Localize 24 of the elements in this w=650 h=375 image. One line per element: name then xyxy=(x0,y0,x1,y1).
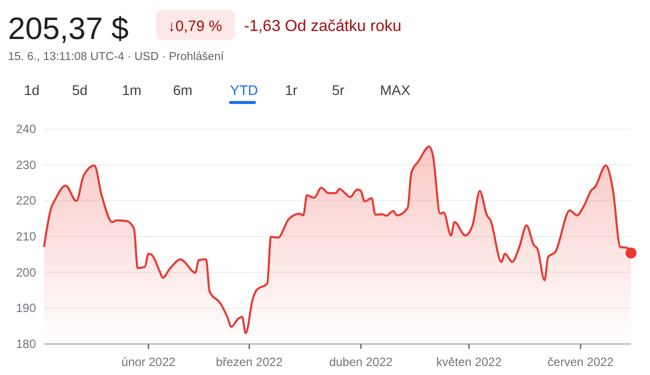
x-tick-label: únor 2022 xyxy=(121,355,176,369)
text: 5d xyxy=(72,82,88,98)
x-tick-label: červen 2022 xyxy=(548,355,614,369)
chart-subtitle: 15. 6., 13:11:08 UTC-4 · USD · Prohlášení xyxy=(8,51,225,63)
y-tick-label: 210 xyxy=(16,230,36,244)
text: 1m xyxy=(122,82,142,98)
text: 6m xyxy=(173,82,192,98)
text: -1,63 Od začátku roku xyxy=(244,18,402,35)
text: 1r xyxy=(285,82,298,98)
y-tick-label: 200 xyxy=(16,265,36,280)
text: 5r xyxy=(332,82,345,98)
text: 1d xyxy=(24,82,40,98)
x-tick-label: duben 2022 xyxy=(329,355,393,369)
y-tick-label: 240 xyxy=(16,122,36,136)
y-tick-label: 180 xyxy=(16,337,36,351)
text: YTD xyxy=(230,82,258,98)
text: MAX xyxy=(380,82,411,98)
y-tick-label: 190 xyxy=(16,301,36,316)
y-tick-label: 230 xyxy=(16,158,36,172)
x-tick-label: květen 2022 xyxy=(436,355,502,369)
x-tick-label: březen 2022 xyxy=(216,355,283,369)
y-tick-label: 220 xyxy=(16,194,36,208)
text: ↓0,79 % xyxy=(168,18,222,35)
chart-title: 205,37 $ xyxy=(8,11,129,46)
